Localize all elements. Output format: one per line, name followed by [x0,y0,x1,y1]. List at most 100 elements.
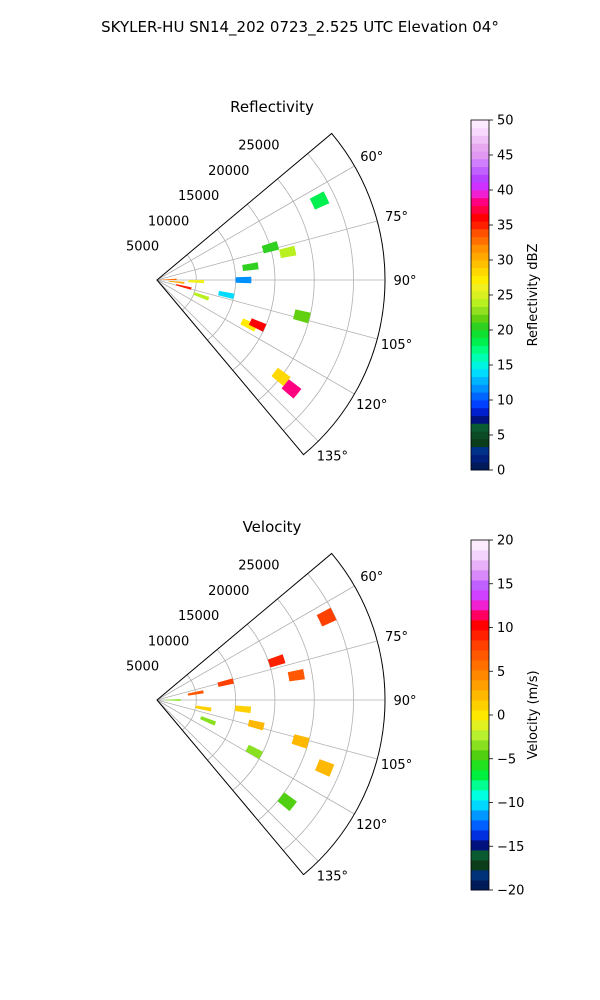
colorbar-band [471,423,489,432]
azimuth-gridline [156,165,355,281]
radar-gate [309,191,330,210]
colorbar-band [471,850,489,861]
radar-gate [175,284,192,290]
colorbar-tick-label: 40 [497,184,514,199]
colorbar-band [471,540,489,551]
radar-gate [164,699,181,701]
range-tick-label: 5000 [126,660,159,675]
colorbar-tick-label: 5 [497,665,505,680]
colorbar-band [471,650,489,661]
azimuth-gridline [156,699,355,815]
colorbar-band [471,462,489,471]
colorbar-band [471,337,489,346]
colorbar-band [471,590,489,601]
colorbar-band [471,446,489,455]
colorbar-band [471,353,489,362]
radar-gate [193,292,210,301]
radar-gate [261,241,280,254]
panel-title: Velocity [243,518,302,536]
colorbar-band [471,454,489,463]
radar-gate [248,318,267,332]
radar-gate [168,280,185,284]
colorbar-band [471,700,489,711]
colorbar-band [471,314,489,323]
radar-gate [293,309,311,324]
colorbar-band [471,361,489,370]
colorbar-band [471,275,489,284]
range-tick-label: 25000 [238,559,279,574]
radar-gate [242,262,259,271]
radar-gate [247,719,265,731]
colorbar: 0 5 10 15 20 25 30 35 40 45 50 Reflectivity dBZ [470,114,541,479]
colorbar-tick-label: −5 [497,752,516,767]
range-ring [257,178,315,401]
colorbar-band [471,800,489,811]
azimuth-tick-label: 90° [393,694,416,709]
radar-gate [316,607,337,627]
radar-gate [267,654,286,668]
range-ring [232,623,276,791]
colorbar-band [471,330,489,339]
colorbar-band [471,640,489,651]
colorbar-label: Reflectivity dBZ [526,244,541,347]
colorbar-tick-label: 5 [497,429,505,444]
azimuth-tick-label: 90° [393,274,416,289]
azimuth-tick-label: 60° [360,570,383,585]
colorbar-band [471,252,489,261]
azimuth-tick-label: 105° [381,758,412,773]
azimuth-tick-label: 135° [317,869,348,884]
radar-gate [287,668,305,682]
colorbar-tick-label: 50 [497,114,514,129]
velocity-panel: Velocity500010000150002000025000Meters60… [126,518,541,899]
radar-gate [234,705,252,714]
azimuth-gridline [156,699,319,862]
colorbar-band [471,560,489,571]
azimuth-tick-label: 75° [385,210,408,225]
colorbar: −20 −15 −10 −5 0 5 10 15 20 Velocity (m/s) [470,534,541,899]
radar-gate [217,678,234,687]
colorbar-band [471,730,489,741]
colorbar-tick-label: 15 [497,359,514,374]
radar-gate [291,734,310,749]
colorbar-tick-label: −20 [497,884,524,899]
panel-title: Reflectivity [230,98,314,116]
colorbar-band [471,182,489,191]
colorbar-band [471,135,489,144]
range-tick-label: 15000 [178,189,219,204]
azimuth-gridline [156,585,355,701]
colorbar-band [471,630,489,641]
range-tick-label: 25000 [238,139,279,154]
radar-gate [240,318,258,332]
radar-gate [245,744,263,759]
colorbar-tick-label: 15 [497,577,514,592]
colorbar-band [471,376,489,385]
radar-gate [200,716,217,726]
colorbar-band [471,221,489,230]
colorbar-band [471,345,489,354]
colorbar-tick-label: 20 [497,324,514,339]
colorbar-band [471,236,489,245]
range-ring [232,203,276,371]
range-tick-label: 20000 [208,584,249,599]
azimuth-gridline [156,279,355,395]
colorbar-band [471,291,489,300]
colorbar-band [471,205,489,214]
colorbar-band [471,306,489,315]
azimuth-tick-label: 105° [381,338,412,353]
colorbar-band [471,880,489,891]
colorbar-band [471,710,489,721]
colorbar-tick-label: 10 [497,394,514,409]
colorbar-tick-label: 30 [497,254,514,269]
colorbar-band [471,830,489,841]
colorbar-tick-label: 20 [497,534,514,549]
colorbar-band [471,820,489,831]
colorbar-band [471,770,489,781]
range-tick-label: 10000 [148,214,189,229]
colorbar-band [471,392,489,401]
colorbar-band [471,810,489,821]
colorbar-band [471,760,489,771]
reflectivity-panel: Reflectivity500010000150002000025000Mete… [126,98,541,479]
colorbar-tick-label: 25 [497,289,514,304]
radar-gate [195,705,212,712]
